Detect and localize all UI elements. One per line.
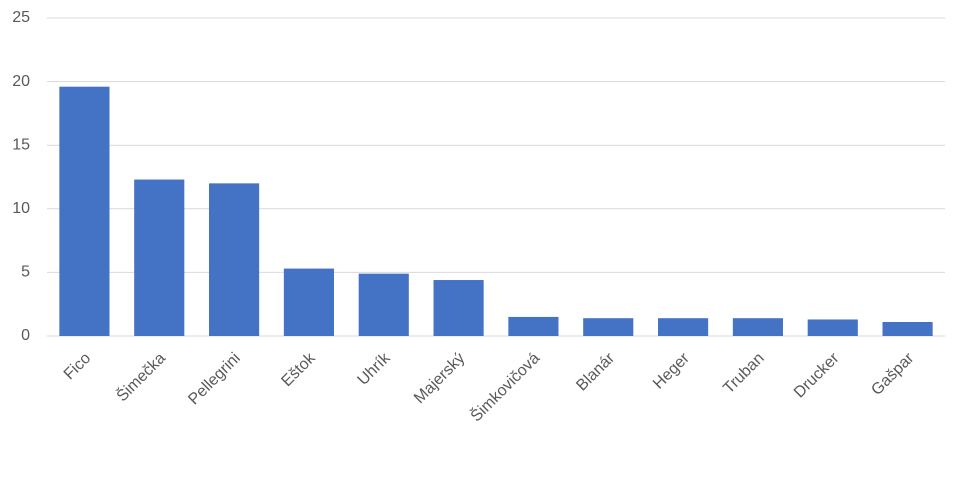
x-tick-label: Gašpar bbox=[868, 349, 918, 399]
x-tick-label: Majerský bbox=[411, 350, 468, 407]
bar bbox=[882, 322, 933, 336]
x-tick-label: Drucker bbox=[791, 349, 843, 401]
bar bbox=[209, 183, 260, 336]
y-tick-label: 25 bbox=[12, 9, 30, 26]
x-tick-label: Heger bbox=[650, 349, 693, 392]
bar bbox=[358, 273, 409, 336]
y-tick-label: 20 bbox=[12, 73, 30, 90]
x-tick-label: Šimkovičová bbox=[466, 348, 543, 425]
bar bbox=[433, 280, 484, 336]
bar bbox=[283, 268, 334, 336]
bar bbox=[658, 318, 709, 336]
bar bbox=[508, 316, 559, 336]
x-tick-label: Šimečka bbox=[112, 348, 169, 405]
bar bbox=[59, 86, 110, 336]
x-tick-label: Eštok bbox=[278, 349, 319, 390]
x-tick-label: Pellegrini bbox=[185, 350, 244, 409]
bar bbox=[732, 318, 783, 336]
y-tick-label: 0 bbox=[21, 327, 30, 344]
x-tick-label: Fico bbox=[61, 350, 94, 383]
bar bbox=[134, 179, 185, 336]
bar bbox=[807, 319, 858, 336]
x-tick-label: Truban bbox=[720, 350, 767, 397]
x-tick-label: Blanár bbox=[573, 349, 618, 394]
x-tick-label: Uhrík bbox=[355, 349, 395, 389]
y-tick-label: 10 bbox=[12, 200, 30, 217]
y-tick-label: 15 bbox=[12, 136, 30, 153]
bar bbox=[583, 318, 634, 336]
y-tick-label: 5 bbox=[21, 264, 30, 281]
